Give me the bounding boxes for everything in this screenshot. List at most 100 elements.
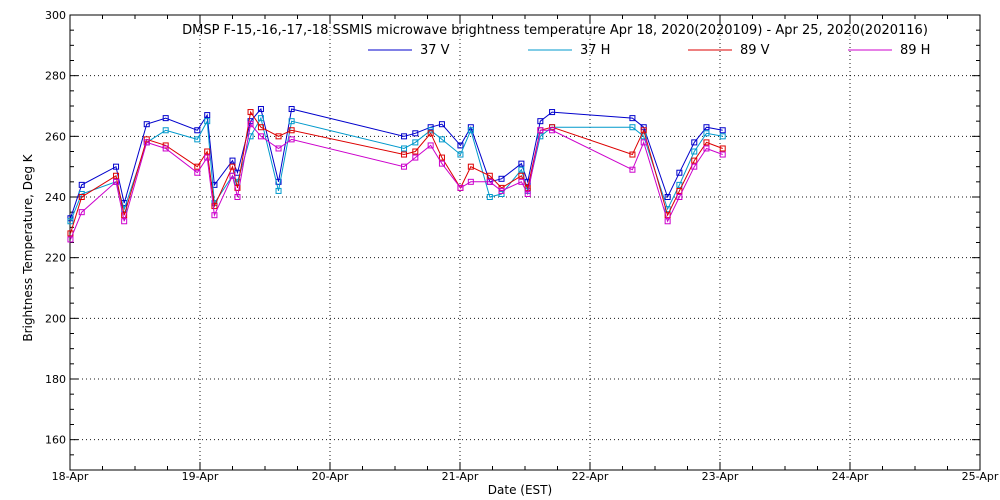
data-point xyxy=(204,112,211,119)
chart-title: DMSP F-15,-16,-17,-18 SSMIS microwave br… xyxy=(182,23,928,38)
x-tick-label: 19-Apr xyxy=(182,470,219,483)
data-point xyxy=(427,142,434,149)
series-89-h xyxy=(67,121,726,243)
data-point xyxy=(288,106,295,113)
data-point xyxy=(629,166,636,173)
data-point xyxy=(427,130,434,137)
data-point xyxy=(211,203,218,210)
data-point xyxy=(211,212,218,219)
series-line xyxy=(70,123,723,240)
data-point xyxy=(401,145,408,152)
data-point xyxy=(537,133,544,140)
data-point xyxy=(78,209,85,216)
data-point xyxy=(524,184,531,191)
data-point xyxy=(640,127,647,134)
legend-item-37-v: 37 V xyxy=(368,43,450,58)
data-point xyxy=(194,136,201,143)
data-point xyxy=(113,178,120,185)
data-point xyxy=(498,175,505,182)
data-point xyxy=(204,154,211,161)
data-point xyxy=(67,218,74,225)
legend-item-89-v: 89 V xyxy=(688,43,770,58)
plot-frame xyxy=(69,14,981,471)
data-point xyxy=(113,172,120,179)
data-point xyxy=(401,163,408,170)
x-tick-label: 18-Apr xyxy=(52,470,89,483)
data-point xyxy=(524,190,531,197)
data-point xyxy=(438,160,445,167)
data-point xyxy=(457,142,464,149)
y-tick-label: 220 xyxy=(45,252,66,265)
data-point xyxy=(121,218,128,225)
data-point xyxy=(486,194,493,200)
x-tick-label: 21-Apr xyxy=(442,470,479,483)
data-point xyxy=(498,190,505,197)
data-point xyxy=(438,136,445,143)
data-point xyxy=(401,133,408,140)
data-point xyxy=(486,178,493,185)
data-point xyxy=(691,148,698,155)
data-point xyxy=(288,136,295,143)
legend-label: 89 H xyxy=(900,43,930,58)
data-point xyxy=(664,194,671,200)
data-point xyxy=(691,157,698,164)
data-point xyxy=(234,194,241,200)
data-point xyxy=(629,124,636,131)
grid-layer xyxy=(70,15,980,470)
data-point xyxy=(467,127,474,134)
x-tick-label: 24-Apr xyxy=(832,470,869,483)
data-point xyxy=(194,127,201,134)
data-point xyxy=(629,115,636,122)
y-tick-label: 240 xyxy=(45,191,66,204)
data-point xyxy=(518,160,525,167)
data-point xyxy=(467,163,474,170)
data-point xyxy=(204,118,211,125)
data-point xyxy=(640,139,647,146)
data-point xyxy=(629,151,636,158)
data-point xyxy=(438,121,445,128)
data-point xyxy=(194,169,201,176)
data-point xyxy=(537,118,544,125)
series-line xyxy=(70,116,723,222)
data-point xyxy=(412,148,419,155)
data-point xyxy=(162,145,169,152)
legend-item-89-h: 89 H xyxy=(848,43,930,58)
data-point xyxy=(412,139,419,146)
data-point xyxy=(537,127,544,134)
data-point xyxy=(204,148,211,155)
data-point xyxy=(457,184,464,191)
data-point xyxy=(518,178,525,185)
data-point xyxy=(247,121,254,128)
y-tick-label: 280 xyxy=(45,70,66,83)
data-point xyxy=(676,194,683,200)
data-point xyxy=(412,154,419,161)
data-point xyxy=(229,163,236,170)
y-tick-label: 200 xyxy=(45,312,66,325)
data-point xyxy=(549,127,556,134)
axis-layer: 18-Apr 19-Apr 20-Apr 21-Apr 22-Apr 23-Apr 24-A… xyxy=(45,9,999,483)
data-point xyxy=(486,172,493,179)
data-point xyxy=(549,124,556,131)
data-point xyxy=(121,212,128,219)
data-point xyxy=(257,133,264,140)
data-point xyxy=(288,127,295,134)
x-tick-label: 25-Apr xyxy=(962,470,999,483)
data-point xyxy=(143,136,150,143)
data-point xyxy=(676,169,683,176)
data-point xyxy=(467,178,474,185)
x-axis-label: Date (EST) xyxy=(488,483,552,497)
data-point xyxy=(275,145,282,152)
x-tick-label: 22-Apr xyxy=(572,470,609,483)
legend-label: 37 V xyxy=(420,43,450,58)
data-point xyxy=(162,127,169,134)
data-point xyxy=(229,172,236,179)
series-37-v xyxy=(67,106,726,222)
data-point xyxy=(257,115,264,122)
series-layer xyxy=(67,106,726,243)
data-point xyxy=(275,133,282,140)
y-tick-label: 160 xyxy=(45,434,66,447)
x-tick-label: 23-Apr xyxy=(702,470,739,483)
data-point xyxy=(498,187,505,194)
